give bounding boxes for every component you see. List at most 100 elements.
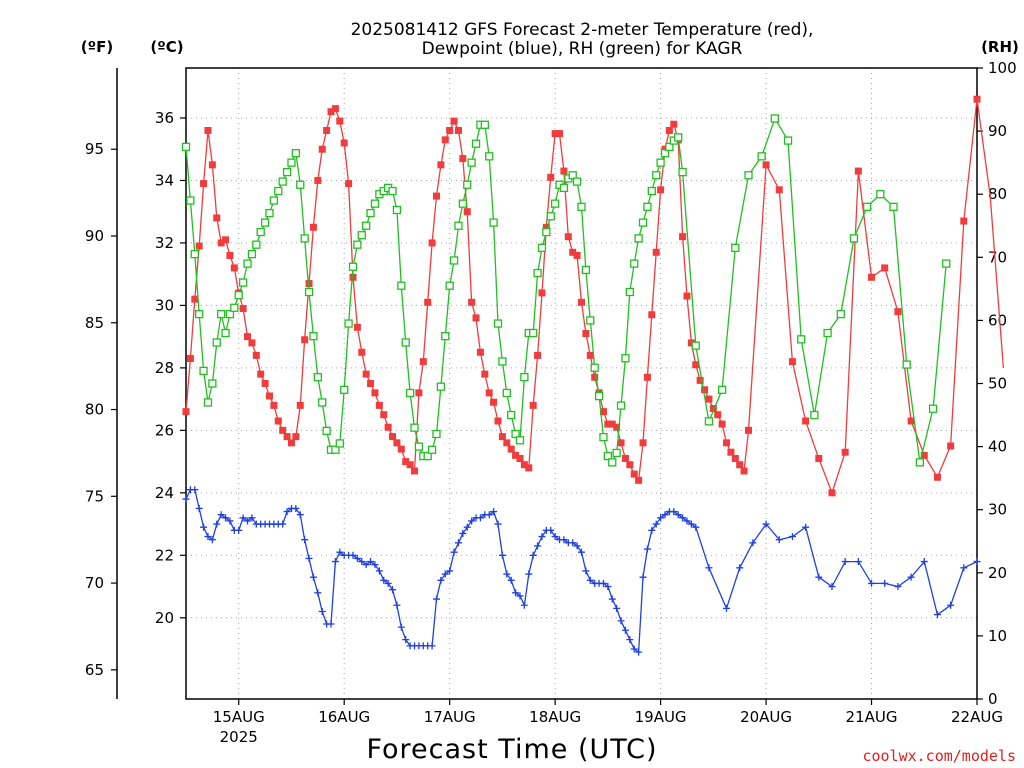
rh-point <box>647 186 656 196</box>
dewpoint-point <box>578 548 585 556</box>
temperature-point <box>692 361 700 369</box>
dewpoint-point <box>525 570 533 578</box>
dewpoint-point <box>749 539 757 547</box>
temperature-point <box>454 126 462 134</box>
rh-point <box>559 183 569 193</box>
rh-point <box>274 186 283 196</box>
rh-point <box>546 212 555 221</box>
dewpoint-point <box>463 523 471 531</box>
temperature-point <box>841 448 849 456</box>
rh-point <box>230 303 239 312</box>
rh-point <box>810 410 819 420</box>
temperature-point <box>578 298 585 306</box>
dewpoint-point <box>828 583 836 591</box>
x-axis-title: Forecast Time (UTC) <box>366 734 657 765</box>
temperature-point <box>292 433 300 441</box>
rh-point <box>674 133 683 142</box>
dewpoint-point <box>894 583 902 591</box>
temperature-point <box>481 370 489 378</box>
dewpoint-point <box>204 533 212 541</box>
rh-point <box>335 439 344 448</box>
plot-frame <box>185 67 978 700</box>
temperature-point <box>687 339 695 347</box>
x-tick-label: 17AUG <box>424 708 476 726</box>
rh-point <box>586 316 595 325</box>
rh-point <box>221 328 230 338</box>
rh-point <box>797 335 806 344</box>
rh-point <box>203 398 213 407</box>
celsius-tick-label: 28 <box>155 359 174 377</box>
time-axis: 15AUG 2025 16AUG 17AUG 18AUG 19AUG 20AUG 21AUG 2… <box>213 699 1003 746</box>
temperature-point <box>599 408 607 416</box>
dewpoint-point <box>191 486 199 494</box>
rh-point <box>608 458 617 467</box>
rh-tick-label: 30 <box>988 501 1007 519</box>
temperature-point <box>424 298 432 306</box>
dewpoint-point <box>226 517 234 525</box>
rh-point <box>643 202 652 211</box>
rh-point <box>397 281 406 290</box>
celsius-tick-label: 24 <box>155 484 174 502</box>
rh-point <box>542 227 551 237</box>
rh-point <box>340 385 349 394</box>
rh-point <box>467 158 476 167</box>
dewpoint-point <box>802 523 810 531</box>
temperature-point <box>586 351 594 359</box>
dewpoint-series <box>182 486 981 656</box>
rh-point <box>353 240 362 249</box>
rh-point <box>432 429 441 439</box>
temperature-point <box>406 461 414 469</box>
temperature-point <box>534 351 542 359</box>
temperature-point <box>547 173 555 181</box>
temperature-point <box>613 423 621 431</box>
temperature-point <box>920 451 928 459</box>
temperature-point <box>191 295 199 303</box>
dewpoint-point <box>635 648 643 656</box>
series-layer <box>181 95 1005 656</box>
rh-tick-label: 20 <box>988 564 1007 582</box>
dewpoint-point <box>283 508 291 516</box>
temperature-point <box>248 339 256 347</box>
title-line-1: 2025081412 GFS Forecast 2-meter Temperat… <box>351 20 814 40</box>
rh-point <box>449 256 459 265</box>
dewpoint-point <box>331 558 339 566</box>
rh-point <box>252 240 261 249</box>
dewpoint-point <box>630 645 638 653</box>
rh-point <box>331 445 340 454</box>
temperature-point <box>283 433 291 441</box>
rh-point <box>836 309 845 319</box>
dewpoint-point <box>573 542 581 550</box>
dewpoint-point <box>217 511 225 519</box>
dewpoint-point <box>485 511 493 519</box>
rh-point <box>630 259 639 268</box>
dewpoint-point <box>349 551 357 559</box>
temperature-point <box>476 348 484 356</box>
dewpoint-point <box>617 617 625 625</box>
x-tick-year-label: 2025 <box>220 728 258 746</box>
temperature-point <box>345 180 353 188</box>
dewpoint-point <box>788 533 796 541</box>
rh-point <box>313 373 322 382</box>
temperature-point <box>437 161 445 169</box>
rh-point <box>225 309 235 319</box>
celsius-unit-label: (ºC) <box>150 38 183 56</box>
dewpoint-point <box>235 526 243 534</box>
temperature-point <box>274 417 282 425</box>
temperature-point <box>591 373 599 381</box>
temperature-point <box>933 473 941 481</box>
dewpoint-point <box>244 517 252 525</box>
dewpoint-point <box>208 536 216 544</box>
temperature-point <box>714 411 722 419</box>
dewpoint-point <box>608 595 616 603</box>
dewpoint-line <box>185 489 978 654</box>
dewpoint-point <box>933 611 941 619</box>
rh-point <box>849 234 859 243</box>
temperature-point <box>573 251 581 259</box>
temperature-point <box>881 264 889 272</box>
dewpoint-point <box>569 539 577 547</box>
temperature-point <box>252 351 260 359</box>
temperature-point <box>709 404 717 412</box>
temperature-point <box>973 95 981 103</box>
temperature-point <box>551 130 559 138</box>
credit-link[interactable]: coolwx.com/models <box>862 747 1016 765</box>
